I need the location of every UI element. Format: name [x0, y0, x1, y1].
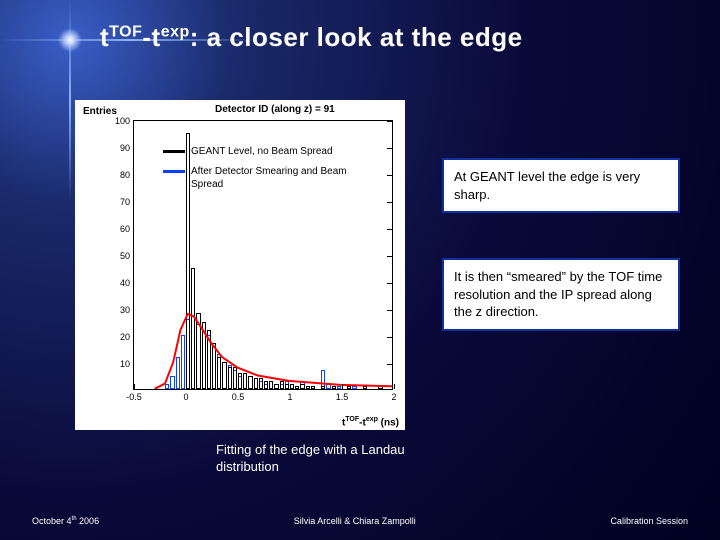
slide-footer: October 4th 2006 Silvia Arcelli & Chiara…: [0, 516, 720, 526]
lens-flare-star-icon: [58, 28, 82, 52]
slide-title: tTOF-texp: a closer look at the edge: [100, 22, 523, 53]
footer-date: October 4th 2006: [32, 516, 99, 526]
fit-caption: Fitting of the edge with a Landau distri…: [216, 442, 416, 476]
legend-item: After Detector Smearing and Beam Spread: [163, 165, 361, 192]
annotation-box: It is then “smeared” by the TOF time res…: [442, 258, 680, 331]
chart-legend: GEANT Level, no Beam Spread After Detect…: [163, 145, 361, 198]
y-axis-label: Entries: [83, 106, 117, 117]
legend-swatch-icon: [163, 170, 185, 173]
legend-swatch-icon: [163, 150, 185, 153]
x-axis-label: tTOF-texp (ns): [342, 416, 399, 428]
legend-label: After Detector Smearing and Beam Spread: [191, 165, 361, 192]
legend-item: GEANT Level, no Beam Spread: [163, 145, 361, 159]
chart-subtitle: Detector ID (along z) = 91: [215, 104, 335, 115]
annotation-box: At GEANT level the edge is very sharp.: [442, 158, 680, 213]
legend-label: GEANT Level, no Beam Spread: [191, 145, 333, 159]
histogram-chart: Entries Detector ID (along z) = 91 10203…: [75, 100, 405, 430]
footer-session: Calibration Session: [610, 516, 688, 526]
footer-authors: Silvia Arcelli & Chiara Zampolli: [294, 516, 416, 526]
